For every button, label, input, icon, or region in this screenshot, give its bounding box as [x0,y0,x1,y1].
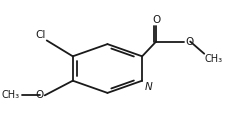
Text: Cl: Cl [35,30,46,40]
Text: O: O [152,15,160,25]
Text: O: O [185,36,193,46]
Text: N: N [144,82,152,92]
Text: CH₃: CH₃ [205,54,223,64]
Text: O: O [36,90,44,100]
Text: CH₃: CH₃ [2,90,20,100]
